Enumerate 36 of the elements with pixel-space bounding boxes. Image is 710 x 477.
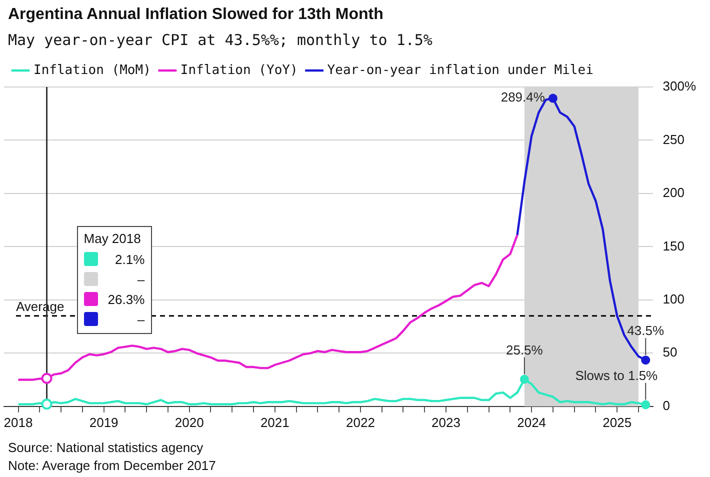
legend-label: Year-on-year inflation under Milei [327, 62, 594, 78]
annotation: 43.5% [627, 323, 664, 338]
x-tick-label: 2021 [260, 414, 290, 430]
text: Note: Average from December 2017 [8, 457, 216, 475]
x-tick-label: 2023 [432, 414, 460, 430]
chart-subtitle: May year-on-year CPI at 43.5%%; monthly to 1.5% [8, 31, 432, 49]
annotation: 26.3% [108, 292, 145, 307]
x-tick-label: 2020 [174, 414, 204, 430]
x-tick-label: 2025 [602, 414, 632, 430]
annotation: – [137, 312, 145, 327]
y-tick-label: 0 [662, 398, 670, 413]
y-tick-label: 50 [662, 344, 678, 360]
x-tick-label: 2019 [89, 414, 118, 430]
source-note: Source: National statistics agency [8, 439, 204, 457]
y-tick-label: 150 [662, 238, 684, 254]
y-tick-label: 250 [662, 132, 684, 147]
x-tick-label: 2022 [346, 414, 375, 430]
annotation: 289.4% [500, 89, 546, 104]
legend-label: Inflation (YoY) [180, 62, 298, 78]
y-tick-label: 100 [662, 292, 684, 307]
annotation: 25.5% [506, 342, 544, 358]
annotation: – [137, 272, 145, 287]
y-tick-label: 200 [662, 185, 684, 200]
annotation: 2.1% [115, 252, 145, 267]
y-tick-label: 300% [662, 78, 696, 94]
point [520, 374, 529, 384]
chart-title: Argentina Annual Inflation Slowed for 13th Month [8, 6, 384, 24]
annotation: Slows to 1.5% [575, 368, 658, 383]
point [41, 372, 52, 384]
annotation: May 2018 [84, 231, 142, 246]
point [641, 400, 650, 410]
point [548, 94, 558, 103]
x-tick-label: 2018 [4, 414, 33, 430]
point [641, 356, 650, 365]
legend-label: Inflation (MoM) [34, 62, 151, 78]
x-tick-label: 2024 [517, 414, 546, 430]
